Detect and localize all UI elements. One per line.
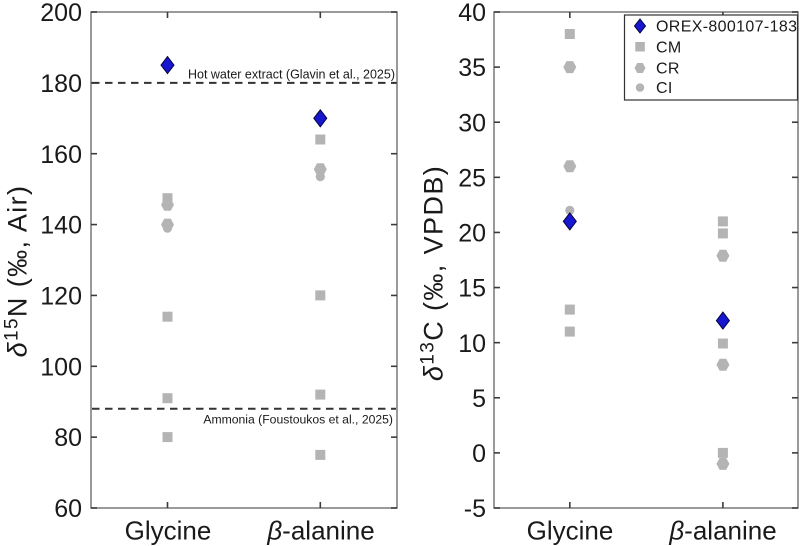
svg-text:Glycine: Glycine <box>125 515 212 545</box>
svg-text:CR: CR <box>656 61 680 78</box>
svg-text:OREX-800107-183: OREX-800107-183 <box>656 19 797 36</box>
svg-text:60: 60 <box>54 495 82 523</box>
svg-text:15: 15 <box>458 275 486 303</box>
svg-text:CM: CM <box>656 40 682 57</box>
svg-text:25: 25 <box>458 164 486 192</box>
svg-text:35: 35 <box>458 54 486 82</box>
svg-text:120: 120 <box>40 283 82 311</box>
svg-text:180: 180 <box>40 70 82 98</box>
svg-text:40: 40 <box>458 0 486 27</box>
svg-text:160: 160 <box>40 141 82 169</box>
svg-text:200: 200 <box>40 0 82 27</box>
svg-text:β-alanine: β-alanine <box>668 515 776 545</box>
svg-text:80: 80 <box>54 424 82 452</box>
svg-text:Ammonia (Foustoukos et al., 20: Ammonia (Foustoukos et al., 2025) <box>203 413 393 427</box>
svg-text:0: 0 <box>472 440 486 468</box>
svg-text:100: 100 <box>40 353 82 381</box>
svg-text:10: 10 <box>458 330 486 358</box>
svg-text:Glycine: Glycine <box>527 515 614 545</box>
svg-text:30: 30 <box>458 109 486 137</box>
svg-text:δ15N (‰, Air): δ15N (‰, Air) <box>2 185 33 358</box>
svg-text:-5: -5 <box>464 495 486 523</box>
svg-text:140: 140 <box>40 212 82 240</box>
svg-text:δ13C (‰, VPDB): δ13C (‰, VPDB) <box>418 165 449 381</box>
svg-text:β-alanine: β-alanine <box>266 515 374 545</box>
svg-text:Hot water extract (Glavin et a: Hot water extract (Glavin et al., 2025) <box>188 67 395 81</box>
svg-text:5: 5 <box>472 385 486 413</box>
svg-text:CI: CI <box>656 80 673 97</box>
svg-text:20: 20 <box>458 220 486 248</box>
